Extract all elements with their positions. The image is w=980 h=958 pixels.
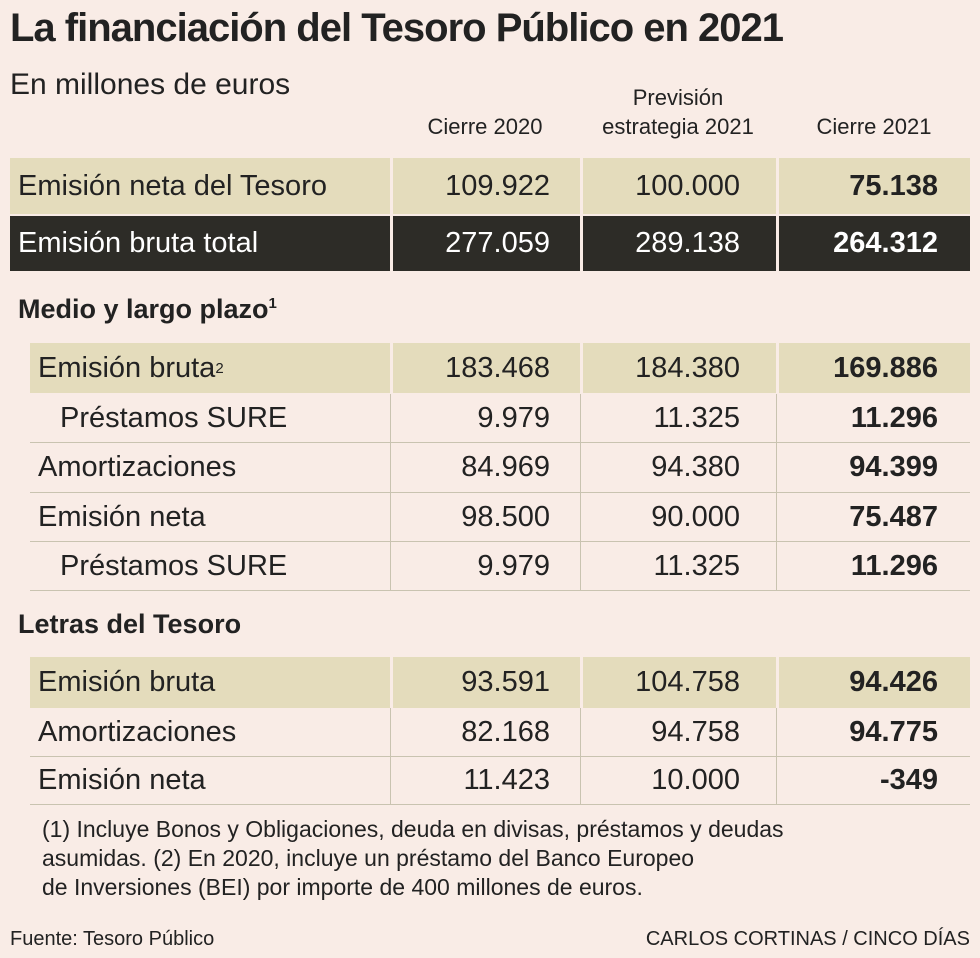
cell-value: 10.000 bbox=[651, 764, 740, 796]
cell-value: -349 bbox=[879, 764, 938, 796]
row-label: Emisión bruta 2 bbox=[38, 343, 224, 393]
row-label: Emisión bruta bbox=[38, 666, 216, 698]
row-label: Emisión neta bbox=[38, 500, 206, 533]
table-row: Emisión neta 11.423 10.000 -349 bbox=[30, 757, 970, 805]
cell-value: 11.325 bbox=[653, 401, 740, 434]
cell-value: 94.380 bbox=[651, 451, 740, 483]
cell-value: 104.758 bbox=[635, 666, 740, 698]
footnotes: (1) Incluye Bonos y Obligaciones, deuda … bbox=[42, 815, 942, 902]
section-title-letras-tesoro: Letras del Tesoro bbox=[18, 609, 242, 639]
cell-value: 98.500 bbox=[461, 500, 550, 533]
cell-value: 264.312 bbox=[833, 227, 938, 259]
cell-value: 11.423 bbox=[463, 764, 550, 796]
row-label: Préstamos SURE bbox=[60, 401, 288, 434]
section-title-text: Medio y largo plazo bbox=[18, 294, 269, 324]
cell-value: 11.296 bbox=[850, 401, 938, 434]
row-label: Emisión neta bbox=[38, 764, 206, 796]
row-label: Préstamos SURE bbox=[60, 549, 288, 582]
footnote-line: (1) Incluye Bonos y Obligaciones, deuda … bbox=[42, 816, 784, 842]
footnote-line: asumidas. (2) En 2020, incluye un présta… bbox=[42, 845, 695, 871]
row-label: Emisión neta del Tesoro bbox=[18, 169, 327, 202]
section-title-medio-largo-plazo: Medio y largo plazo1 bbox=[18, 294, 277, 325]
table-row: Emisión bruta 2 183.468 184.380 169.886 bbox=[30, 343, 970, 393]
cell-value: 169.886 bbox=[833, 351, 938, 384]
column-header-cierre-2021: Cierre 2021 bbox=[776, 112, 972, 141]
cell-value: 100.000 bbox=[635, 169, 740, 202]
cell-value: 94.426 bbox=[849, 666, 938, 698]
table-row: Emisión bruta 93.591 104.758 94.426 bbox=[30, 657, 970, 708]
cell-value: 183.468 bbox=[445, 351, 550, 384]
row-label-text: Emisión bruta bbox=[38, 351, 216, 384]
cell-value: 94.775 bbox=[849, 715, 938, 748]
table-row: Amortizaciones 84.969 94.380 94.399 bbox=[30, 443, 970, 493]
source-text: Fuente: Tesoro Público bbox=[10, 928, 215, 950]
column-header-text: Cierre 2020 bbox=[427, 114, 543, 139]
row-label: Amortizaciones bbox=[38, 715, 237, 748]
cell-value: 9.979 bbox=[477, 401, 550, 434]
cell-value: 289.138 bbox=[635, 227, 740, 259]
cell-value: 75.138 bbox=[849, 169, 938, 202]
row-label: Amortizaciones bbox=[38, 451, 237, 483]
cell-value: 9.979 bbox=[477, 549, 550, 582]
table-row: Préstamos SURE 9.979 11.325 11.296 bbox=[30, 542, 970, 591]
table-row: Emisión neta 98.500 90.000 75.487 bbox=[30, 493, 970, 542]
table-row: Préstamos SURE 9.979 11.325 11.296 bbox=[30, 394, 970, 443]
cell-value: 93.591 bbox=[461, 666, 550, 698]
cell-value: 277.059 bbox=[445, 227, 550, 259]
column-header-prevision: Previsión estrategia 2021 bbox=[580, 83, 776, 141]
column-header-text: Previsión bbox=[632, 85, 724, 110]
cell-value: 90.000 bbox=[651, 500, 740, 533]
table-row-emision-neta-tesoro: Emisión neta del Tesoro 109.922 100.000 … bbox=[10, 158, 970, 214]
cell-value: 94.758 bbox=[651, 715, 740, 748]
column-header-text: estrategia 2021 bbox=[602, 114, 754, 139]
footnote-marker: 1 bbox=[268, 295, 277, 312]
cell-value: 11.325 bbox=[653, 549, 740, 582]
chart-subtitle: En millones de euros bbox=[10, 68, 291, 101]
cell-value: 75.487 bbox=[849, 500, 938, 533]
column-header-cierre-2020: Cierre 2020 bbox=[390, 112, 580, 141]
credit-text: CARLOS CORTINAS / CINCO DÍAS bbox=[645, 928, 970, 950]
footnote-marker: 2 bbox=[215, 359, 224, 377]
cell-value: 84.969 bbox=[461, 451, 550, 483]
cell-value: 94.399 bbox=[849, 451, 938, 483]
cell-value: 11.296 bbox=[850, 549, 938, 582]
cell-value: 109.922 bbox=[445, 169, 550, 202]
row-label: Emisión bruta total bbox=[18, 227, 259, 259]
table-row: Amortizaciones 82.168 94.758 94.775 bbox=[30, 708, 970, 757]
table-row-emision-bruta-total: Emisión bruta total 277.059 289.138 264.… bbox=[10, 216, 970, 271]
cell-value: 82.168 bbox=[461, 715, 550, 748]
footnote-line: de Inversiones (BEI) por importe de 400 … bbox=[42, 874, 643, 900]
cell-value: 184.380 bbox=[635, 351, 740, 384]
column-header-text: Cierre 2021 bbox=[816, 114, 932, 139]
chart-title: La financiación del Tesoro Público en 20… bbox=[10, 6, 784, 50]
